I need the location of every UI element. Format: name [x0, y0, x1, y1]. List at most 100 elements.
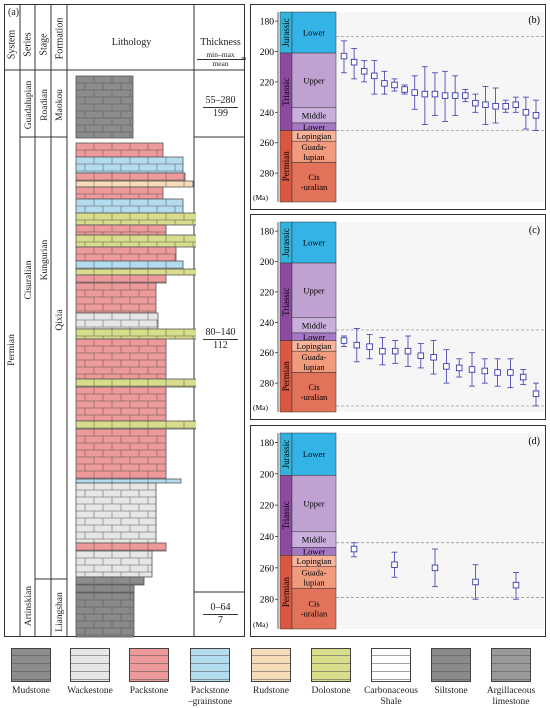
y-tick-label: 240 — [260, 533, 275, 543]
data-point — [494, 358, 501, 387]
legend-label: Argillaceous limestone — [486, 686, 536, 707]
data-point — [366, 334, 373, 360]
panel-label: (c) — [529, 225, 540, 236]
y-tick-label: 280 — [260, 380, 275, 390]
lithology-layer-pg — [75, 156, 184, 174]
data-point — [482, 86, 489, 125]
axis-unit: (Ma) — [253, 193, 268, 202]
epoch-label: Middle — [302, 110, 327, 120]
thickness-3-range: 0–64 — [203, 602, 238, 615]
data-point — [350, 542, 358, 558]
data-point — [379, 337, 386, 366]
legend-label: Rudstone — [253, 686, 289, 696]
rudstone-pattern — [251, 648, 291, 682]
panel-label: (b) — [528, 15, 540, 26]
epoch-bar — [291, 162, 337, 203]
thickness-2: 80–140 112 — [195, 327, 246, 352]
thickness-3-mean: 7 — [218, 615, 223, 626]
legend-label: Carbonaceous Shale — [364, 686, 418, 707]
y-tick-label: 240 — [260, 319, 275, 329]
panel-d: Jurassic Lower Triassic Upper Middle Lower Per… — [250, 425, 546, 637]
epoch-label: Cis — [308, 382, 319, 392]
epoch-bar — [291, 262, 337, 319]
legend-label: Dolostone — [311, 686, 351, 696]
y-tick-label: 260 — [260, 564, 275, 574]
epoch-label: Cis — [308, 172, 319, 182]
carbonaceous-shale-pattern — [371, 648, 411, 682]
period-label: Jurassic — [281, 440, 291, 469]
lithology-column — [75, 75, 196, 638]
epoch-label: -uralian — [301, 609, 328, 619]
y-tick-label: 240 — [260, 109, 275, 119]
epoch-label: -uralian — [301, 392, 328, 402]
stage-kungurian: Kungurian — [40, 239, 50, 281]
header-series: Series — [22, 32, 34, 57]
y-tick-label: 220 — [260, 502, 275, 512]
epoch-label: Middle — [302, 320, 327, 330]
dolostone-pattern — [311, 648, 351, 682]
epoch-bar — [291, 372, 337, 413]
data-point — [391, 78, 398, 92]
thickness-1-range: 55–280 — [203, 95, 238, 108]
axis-unit: (Ma) — [253, 403, 268, 412]
lithology-layer-wack — [75, 482, 157, 544]
formula-bottom: mean — [212, 59, 229, 68]
lithology-layer-wack — [75, 550, 153, 578]
data-point — [507, 358, 514, 389]
data-point — [472, 93, 479, 113]
period-label: Triassic — [281, 288, 291, 316]
lithology-layer-pg — [75, 478, 182, 484]
wackestone-pattern — [70, 648, 110, 682]
epoch-bar — [291, 432, 337, 476]
data-point — [431, 548, 439, 588]
epoch-label: Upper — [303, 499, 324, 509]
data-point — [353, 328, 361, 363]
period-label: Triassic — [281, 501, 291, 529]
data-point — [430, 340, 437, 375]
y-tick-label: 220 — [260, 78, 275, 88]
series-cisuralian: Cisuralian — [24, 260, 34, 300]
thickness-3: 0–64 7 — [195, 602, 246, 627]
epoch-label: Upper — [303, 285, 324, 295]
lithology-layer-pack — [75, 282, 157, 314]
header-stage: Stage — [38, 33, 50, 56]
lithology-layer-wack — [75, 312, 159, 330]
data-point — [381, 70, 388, 95]
lithology-layer-pack — [75, 386, 167, 422]
epoch-label: Lower — [303, 122, 325, 132]
period-label: Jurassic — [281, 18, 291, 47]
data-point — [360, 60, 368, 83]
epoch-bar — [291, 221, 337, 264]
epoch-label: Lower — [303, 449, 325, 459]
thickness-formula: min–max mean m — [197, 51, 246, 68]
data-point — [431, 72, 439, 116]
header-system: System — [6, 29, 18, 60]
panel-a: (a) System Series Stage Formation Lithol… — [4, 4, 246, 638]
data-point — [519, 369, 527, 386]
lithology-layer-mud — [75, 75, 134, 139]
epoch-label: lupian — [303, 362, 325, 372]
period-label: Permian — [281, 577, 291, 607]
data-point — [532, 382, 540, 407]
y-tick-label: 180 — [260, 228, 275, 238]
epoch-label: Upper — [303, 75, 324, 85]
epoch-label: Lower — [303, 332, 325, 342]
data-point — [532, 99, 540, 131]
data-point — [451, 75, 459, 116]
y-tick-label: 280 — [260, 170, 275, 180]
y-tick-label: 220 — [260, 288, 275, 298]
data-point — [340, 335, 348, 348]
epoch-label: Middle — [302, 535, 327, 545]
formation-liangshan: Liangshan — [55, 592, 65, 632]
header-formation: Formation — [54, 17, 66, 60]
data-point — [391, 551, 398, 578]
epoch-label: lupian — [303, 152, 325, 162]
period-label: Permian — [281, 151, 291, 181]
epoch-label: Lopingian — [297, 341, 333, 351]
epoch-label: -uralian — [301, 182, 328, 192]
epoch-label: Lower — [303, 28, 325, 38]
epoch-bar — [291, 52, 337, 109]
lithology-layer-silt — [75, 592, 135, 638]
packstone-grainstone-pattern — [190, 648, 230, 682]
y-tick-label: 180 — [260, 439, 275, 449]
